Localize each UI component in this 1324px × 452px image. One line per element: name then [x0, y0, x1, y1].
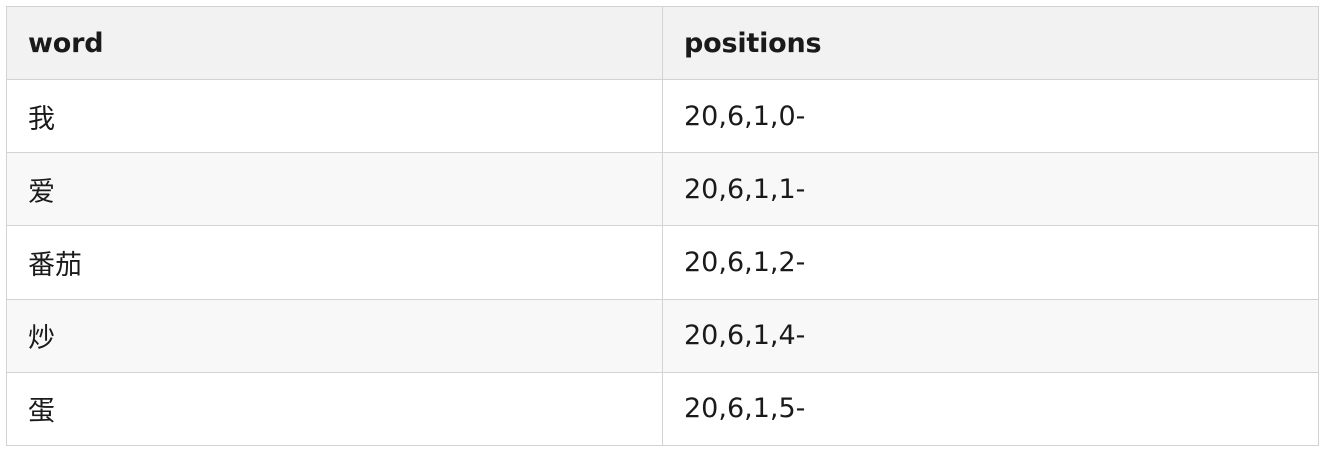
word-cell: 爱	[6, 152, 663, 227]
word-cell: 番茄	[6, 225, 663, 300]
table-header-row: word positions	[6, 6, 1319, 80]
column-header-word: word	[6, 6, 663, 80]
table-row: 炒 20,6,1,4-	[6, 298, 1319, 373]
positions-cell: 20,6,1,1-	[662, 152, 1319, 227]
table-row: 蛋 20,6,1,5-	[6, 371, 1319, 447]
table-row: 我 20,6,1,0-	[6, 78, 1319, 154]
table-row: 爱 20,6,1,1-	[6, 152, 1319, 227]
word-cell: 炒	[6, 298, 663, 373]
word-positions-table: word positions 我 20,6,1,0- 爱 20,6,1,1- 番…	[6, 6, 1319, 447]
positions-cell: 20,6,1,2-	[662, 225, 1319, 300]
word-positions-table-container: word positions 我 20,6,1,0- 爱 20,6,1,1- 番…	[6, 6, 1319, 447]
positions-cell: 20,6,1,5-	[662, 371, 1319, 447]
word-cell: 蛋	[6, 371, 663, 447]
word-cell: 我	[6, 78, 663, 154]
positions-cell: 20,6,1,4-	[662, 298, 1319, 373]
table-row: 番茄 20,6,1,2-	[6, 225, 1319, 300]
column-header-positions: positions	[662, 6, 1319, 80]
positions-cell: 20,6,1,0-	[662, 78, 1319, 154]
